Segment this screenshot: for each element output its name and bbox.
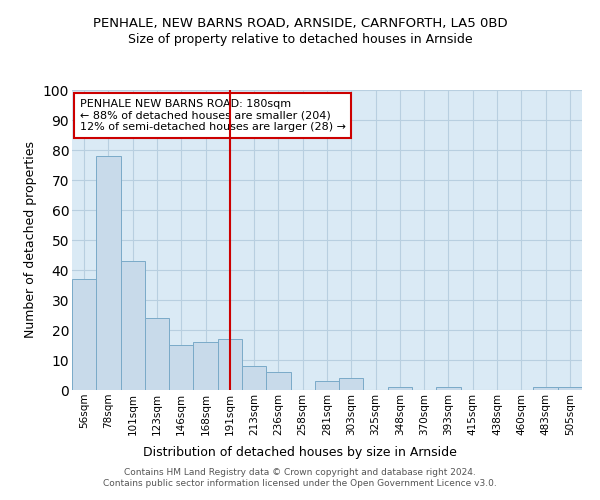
Bar [558, 387, 582, 390]
Bar [436, 387, 461, 390]
Text: PENHALE, NEW BARNS ROAD, ARNSIDE, CARNFORTH, LA5 0BD: PENHALE, NEW BARNS ROAD, ARNSIDE, CARNFO… [92, 18, 508, 30]
Bar [339, 378, 364, 390]
Bar [218, 339, 242, 390]
Bar [121, 261, 145, 390]
Bar [266, 372, 290, 390]
Bar [315, 381, 339, 390]
Y-axis label: Number of detached properties: Number of detached properties [24, 142, 37, 338]
Text: Size of property relative to detached houses in Arnside: Size of property relative to detached ho… [128, 32, 472, 46]
Bar [533, 387, 558, 390]
Bar [96, 156, 121, 390]
Bar [145, 318, 169, 390]
Bar [242, 366, 266, 390]
Text: PENHALE NEW BARNS ROAD: 180sqm
← 88% of detached houses are smaller (204)
12% of: PENHALE NEW BARNS ROAD: 180sqm ← 88% of … [80, 99, 346, 132]
Text: Distribution of detached houses by size in Arnside: Distribution of detached houses by size … [143, 446, 457, 459]
Text: Contains HM Land Registry data © Crown copyright and database right 2024.
Contai: Contains HM Land Registry data © Crown c… [103, 468, 497, 487]
Bar [169, 345, 193, 390]
Bar [388, 387, 412, 390]
Bar [72, 279, 96, 390]
Bar [193, 342, 218, 390]
